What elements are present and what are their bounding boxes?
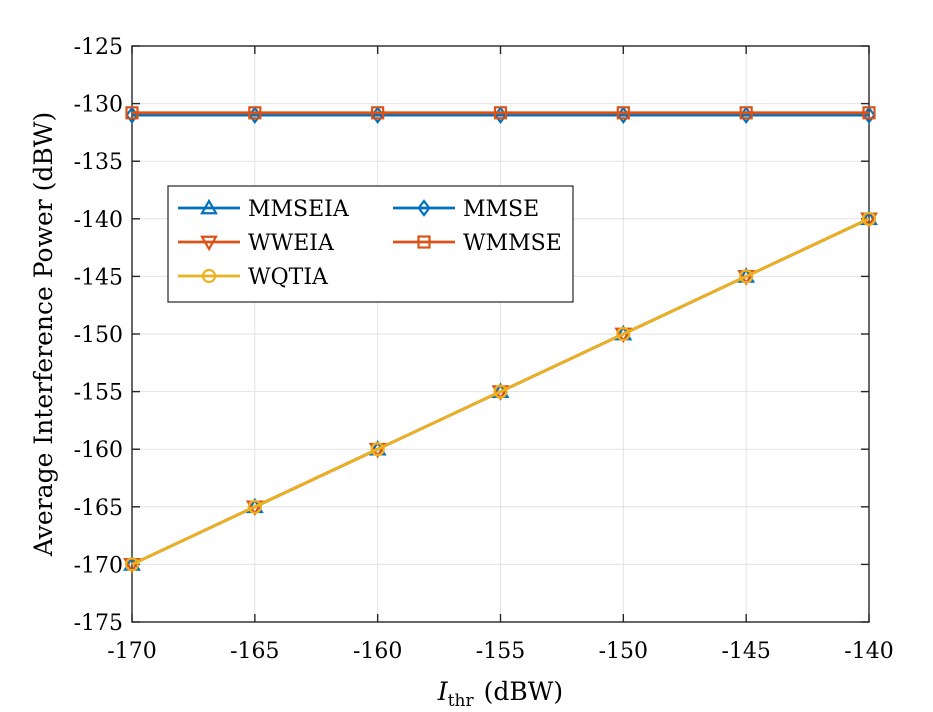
y-tick-label: -155 <box>74 381 123 406</box>
x-tick-label: -160 <box>353 639 402 664</box>
legend-marker-wweia <box>200 235 218 252</box>
y-tick-label: -130 <box>74 93 123 118</box>
legend-marker-wmmse <box>417 235 431 249</box>
legend-item-wmmse: WMMSE <box>393 231 562 256</box>
y-tick-label: -150 <box>74 323 123 348</box>
data-point-wqtia <box>124 557 140 572</box>
legend-item-wqtia: WQTIA <box>178 265 329 290</box>
series-wqtia <box>124 211 877 572</box>
x-tick-label: -140 <box>844 639 893 664</box>
y-axis-title: Average Interference Power (dBW) <box>29 112 58 558</box>
data-point-wmmse <box>739 106 753 120</box>
data-point-wqtia <box>493 384 508 399</box>
legend-label-wweia: WWEIA <box>248 231 335 256</box>
y-tick-label: -125 <box>74 35 123 60</box>
x-axis-title-subscript: thr <box>448 691 475 711</box>
x-tick-label: -155 <box>476 639 525 664</box>
legend-box <box>167 185 574 303</box>
series-line-wqtia <box>131 217 870 566</box>
data-point-wqtia <box>247 499 262 514</box>
y-tick-label: -160 <box>74 438 123 463</box>
y-tick-label: -140 <box>74 208 123 233</box>
x-axis-title: Ithr (dBW) <box>437 677 563 711</box>
data-point-wmmse <box>371 106 385 120</box>
data-point-wmmse <box>248 106 262 120</box>
y-tick-label: -170 <box>74 553 123 578</box>
axis-ticks: -170 -165 -160 -155 -150 -145 -140 -125 -130 -135… <box>74 35 894 664</box>
legend-item-wweia: WWEIA <box>178 231 335 256</box>
data-point-wqtia <box>739 269 754 284</box>
legend-item-mmse: MMSE <box>393 197 539 222</box>
legend-label-wqtia: WQTIA <box>248 265 329 290</box>
data-point-wqtia <box>616 326 631 342</box>
data-point-wmmse <box>862 106 876 120</box>
y-tick-label: -135 <box>74 150 123 175</box>
legend-label-mmse: MMSE <box>463 197 539 222</box>
axis-titles: Ithr (dBW) Average Interference Power (dBW… <box>29 112 563 711</box>
x-axis-title-unit: (dBW) <box>484 677 564 706</box>
x-tick-label: -165 <box>230 639 279 664</box>
data-point-wqtia <box>370 442 385 457</box>
x-tick-label: -145 <box>721 639 770 664</box>
legend-label-wmmse: WMMSE <box>463 231 562 256</box>
legend-label-mmseia: MMSEIA <box>248 197 350 222</box>
legend-marker-mmseia <box>200 198 218 215</box>
legend-marker-wqtia <box>201 268 217 284</box>
legend: MMSEIA MMSE WWEIA WMMSE WQTIA <box>167 185 574 303</box>
data-point-wmmse <box>616 106 630 120</box>
data-point-wqtia <box>861 211 877 226</box>
x-tick-label: -170 <box>107 639 156 664</box>
x-axis-title-symbol: I <box>437 677 449 706</box>
y-tick-label: -145 <box>74 265 123 290</box>
legend-item-mmseia: MMSEIA <box>178 197 350 222</box>
legend-marker-mmse <box>417 199 431 217</box>
series-group <box>123 106 878 574</box>
y-tick-label: -165 <box>74 496 123 521</box>
y-tick-label: -175 <box>74 611 123 636</box>
data-point-wmmse <box>493 106 508 120</box>
data-point-wmmse <box>125 106 139 120</box>
series-wmmse <box>125 106 876 120</box>
x-tick-label: -150 <box>599 639 648 664</box>
